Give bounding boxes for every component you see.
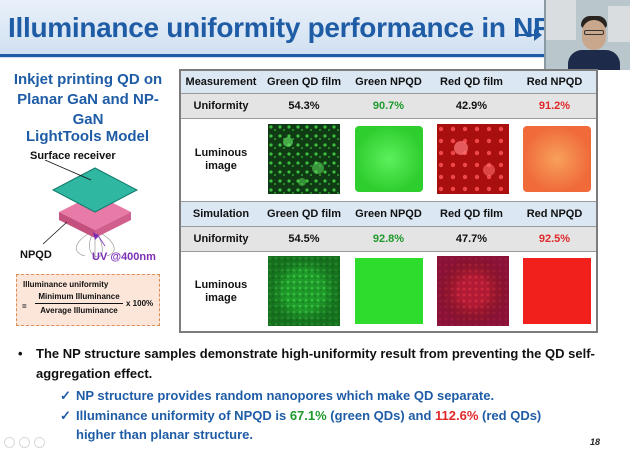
slide-nav-controls[interactable] — [4, 437, 45, 448]
luminous-image-sim-red-npqd — [523, 258, 591, 324]
page-number: 18 — [590, 437, 601, 447]
surface-receiver-plane — [51, 167, 139, 213]
sub-bullet-1: ✓ NP structure provides random nanopores… — [60, 386, 586, 405]
sub-bullet-2-text: Illuminance uniformity of NPQD is — [76, 408, 290, 423]
luminous-image-red-qd-film — [437, 124, 509, 194]
table-header-cell: Red QD film — [440, 75, 503, 88]
left-heading: Inkjet printing QD on Planar GaN and NP-… — [13, 71, 163, 128]
uniformity-value: 90.7% — [372, 99, 405, 112]
luminous-image-label: Luminous image — [194, 278, 248, 304]
formula-equals: = — [22, 302, 27, 311]
table-header-cell: Green NPQD — [355, 207, 422, 220]
sub-bullet-2-text: higher than planar structure. — [76, 427, 253, 442]
table-divider — [181, 201, 596, 202]
title-arrow-line — [518, 34, 536, 36]
red-improvement-value: 112.6% — [435, 408, 479, 423]
slide-title: Illuminance uniformity performance in NP… — [8, 12, 593, 43]
nav-prev-icon[interactable] — [4, 437, 15, 448]
uniformity-label: Uniformity — [193, 99, 249, 112]
formula-title: Illuminance uniformity — [23, 280, 109, 289]
luminous-image-sim-red-qd-film — [437, 256, 509, 326]
uniformity-value: 92.8% — [372, 232, 405, 245]
title-arrow-icon — [534, 29, 542, 41]
uv-arrow-icon — [93, 232, 99, 240]
npqd-label: NPQD — [20, 249, 52, 261]
uniformity-formula-box: Illuminance uniformity = Minimum Illumin… — [16, 274, 160, 326]
table-header-cell: Simulation — [192, 207, 250, 220]
npqd-layer-side — [95, 212, 131, 238]
sub-bullet-2-text: (red QDs) — [478, 408, 542, 423]
checkmark-icon: ✓ — [60, 408, 71, 423]
uniformity-value: 54.5% — [288, 232, 320, 245]
title-bar — [0, 0, 630, 58]
uniformity-value: 91.2% — [538, 99, 571, 112]
sub-bullet-2: ✓ Illuminance uniformity of NPQD is 67.1… — [60, 406, 586, 444]
table-header-cell: Green NPQD — [355, 75, 422, 88]
nav-menu-icon[interactable] — [34, 437, 45, 448]
uv-label: UV @400nm — [92, 251, 156, 263]
measurement-uniformity-row: Uniformity 54.3% 90.7% 42.9% 91.2% — [181, 94, 596, 118]
label-pointer — [42, 221, 68, 245]
table-divider — [181, 226, 596, 227]
table-divider — [181, 251, 596, 252]
nav-next-icon[interactable] — [19, 437, 30, 448]
presenter-glasses — [584, 30, 604, 35]
checkmark-icon: ✓ — [60, 388, 71, 403]
title-divider — [0, 54, 630, 57]
background-building — [546, 0, 576, 40]
label-pointer — [44, 160, 92, 181]
formula-multiplier: x 100% — [126, 299, 154, 308]
presenter-shirt — [568, 50, 620, 70]
table-header-cell: Red QD film — [440, 207, 503, 220]
sub-bullet-1-text: NP structure provides random nanopores w… — [76, 388, 495, 403]
table-divider — [181, 93, 596, 94]
presenter-face — [582, 20, 606, 50]
luminous-image-sim-green-qd-film — [268, 256, 340, 326]
table-divider — [181, 118, 596, 119]
simulation-image-row: Luminous image — [181, 252, 596, 331]
bullet-main: • The NP structure samples demonstrate h… — [18, 344, 596, 384]
formula-numerator: Minimum Illuminance — [38, 292, 120, 301]
formula-denominator: Average Illuminance — [40, 306, 118, 315]
sub-bullet-2-text: (green QDs) and — [326, 408, 436, 423]
bullet-main-text: The NP structure samples demonstrate hig… — [36, 346, 595, 381]
lighttools-model-diagram — [42, 160, 139, 260]
surface-receiver-label: Surface receiver — [30, 150, 116, 162]
luminous-image-green-qd-film — [268, 124, 340, 194]
table-header-cell: Measurement — [185, 75, 257, 88]
luminous-image-green-npqd — [355, 126, 423, 192]
simulation-uniformity-row: Uniformity 54.5% 92.8% 47.7% 92.5% — [181, 227, 596, 251]
table-header-cell: Green QD film — [267, 207, 341, 220]
green-improvement-value: 67.1% — [289, 408, 327, 423]
formula-fraction-bar — [35, 303, 123, 304]
table-header-cell: Red NPQD — [526, 75, 583, 88]
uniformity-value: 54.3% — [288, 99, 320, 112]
results-table: Measurement Green QD film Green NPQD Red… — [179, 69, 598, 333]
simulation-header-row: Simulation Green QD film Green NPQD Red … — [181, 202, 596, 226]
npqd-layer-side — [59, 212, 95, 238]
luminous-image-red-npqd — [523, 126, 591, 192]
measurement-header-row: Measurement Green QD film Green NPQD Red… — [181, 71, 596, 93]
table-header-cell: Red NPQD — [526, 207, 583, 220]
luminous-image-label: Luminous image — [194, 147, 248, 172]
uniformity-label: Uniformity — [193, 232, 249, 245]
measurement-image-row: Luminous image — [181, 119, 596, 201]
presenter-video — [544, 0, 630, 70]
uniformity-value: 47.7% — [455, 232, 488, 245]
table-header-cell: Green QD film — [267, 75, 341, 88]
background-building — [608, 6, 630, 42]
luminous-image-sim-green-npqd — [355, 258, 423, 324]
uniformity-value: 42.9% — [455, 99, 488, 112]
bullet-dot-icon: • — [18, 346, 23, 361]
model-title: LightTools Model — [26, 128, 150, 145]
uniformity-value: 92.5% — [538, 232, 571, 245]
